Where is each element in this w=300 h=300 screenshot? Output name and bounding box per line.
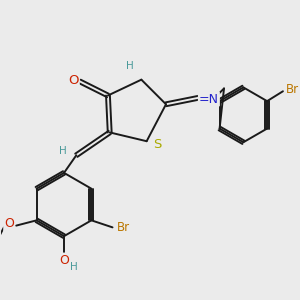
Text: H: H [59, 146, 67, 156]
Text: O: O [4, 218, 14, 230]
Text: H: H [126, 61, 134, 71]
Text: O: O [59, 254, 69, 267]
Text: Br: Br [116, 221, 130, 234]
Text: O: O [68, 74, 79, 87]
Text: =N: =N [199, 92, 219, 106]
Text: H: H [70, 262, 78, 272]
Text: S: S [153, 138, 161, 151]
Text: Br: Br [286, 83, 299, 96]
